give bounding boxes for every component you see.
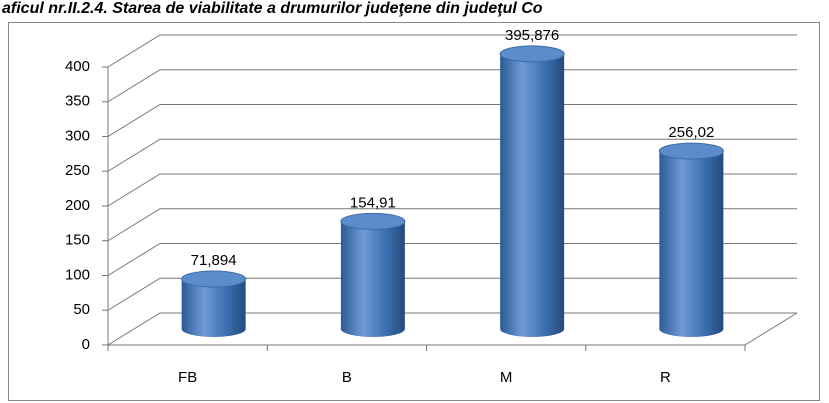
x-tick-label: R [660, 369, 671, 386]
bar [500, 53, 565, 337]
value-label: 154,91 [350, 194, 396, 211]
value-label: 256,02 [668, 124, 714, 141]
grid-line [107, 34, 797, 68]
bar-top [181, 270, 247, 288]
grid-line [107, 243, 797, 276]
grid-line [107, 312, 797, 346]
x-tick-label: FB [178, 369, 197, 386]
y-tick-label: 200 [65, 197, 90, 214]
x-tick-label: M [500, 369, 513, 386]
value-label: 71,894 [191, 252, 237, 269]
y-tick-label: 150 [65, 232, 90, 249]
x-tick-label: B [342, 369, 352, 386]
y-tick-label: 300 [65, 127, 90, 144]
grid-line [107, 208, 797, 242]
y-tick-label: 0 [82, 336, 90, 353]
bar-top [499, 45, 565, 63]
grid-line [107, 104, 797, 137]
y-tick-label: 50 [73, 301, 90, 318]
grid-line [107, 69, 797, 103]
y-tick-label: 250 [65, 162, 90, 179]
grid-line [107, 277, 797, 311]
bar [340, 221, 405, 337]
y-tick-label: 400 [65, 58, 90, 75]
grid-line [107, 138, 797, 172]
bar-top [340, 212, 406, 230]
y-tick-label: 100 [65, 266, 90, 283]
bar-top [658, 142, 724, 160]
bar [181, 279, 246, 337]
bar [659, 151, 724, 337]
chart-title: aficul nr.II.2.4. Starea de viabilitate … [2, 0, 543, 17]
grid-line [107, 173, 797, 207]
y-tick-label: 350 [65, 93, 90, 110]
value-label: 395,876 [505, 27, 559, 44]
